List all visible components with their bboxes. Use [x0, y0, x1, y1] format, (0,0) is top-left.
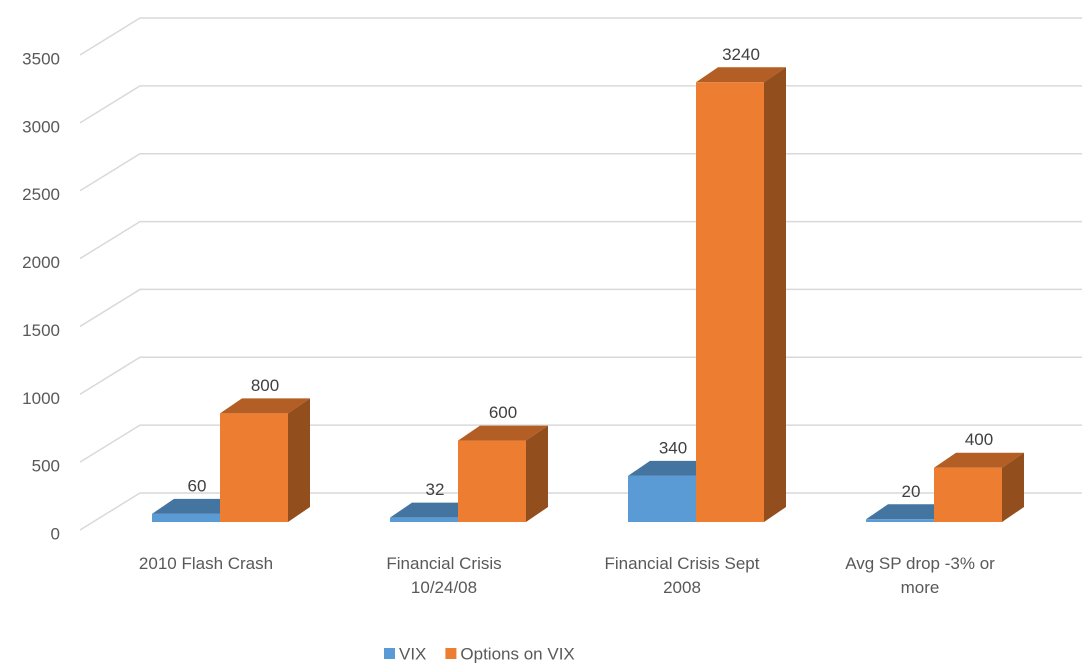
bar-top — [866, 504, 956, 520]
bar — [696, 67, 786, 523]
bar-top — [696, 67, 786, 83]
bar-front — [152, 513, 220, 522]
x-tick-label: Avg SP drop -3% or more — [845, 554, 995, 597]
bar-front — [220, 413, 288, 522]
bar-front — [390, 517, 458, 522]
grid-line — [79, 85, 1082, 124]
data-label: 400 — [965, 430, 993, 449]
data-label: 340 — [659, 438, 687, 457]
legend-label: Options on VIX — [460, 644, 574, 663]
x-tick-label-line: 2010 Flash Crash — [139, 554, 273, 573]
grid-line — [79, 17, 1082, 56]
data-label: 800 — [251, 376, 279, 395]
y-tick-label: 2000 — [22, 253, 60, 272]
x-tick-label-line: Financial Crisis Sept — [605, 554, 760, 573]
legend-swatch — [445, 648, 457, 659]
x-tick-label: Financial Crisis Sept 2008 — [605, 554, 760, 597]
bar-top — [934, 452, 1024, 468]
y-tick-label: 0 — [51, 524, 60, 543]
x-tick-label: 2010 Flash Crash — [139, 554, 273, 573]
y-tick-label: 2500 — [22, 185, 60, 204]
bar-front — [458, 440, 526, 522]
bar-front — [934, 467, 1002, 522]
bar-top — [152, 498, 242, 514]
bar-front — [628, 475, 696, 522]
grid-line — [79, 356, 1082, 395]
grid-line — [79, 288, 1082, 328]
x-tick-label-line: 2008 — [663, 578, 701, 597]
x-tick-label: Financial Crisis 10/24/08 — [386, 554, 501, 597]
data-label: 60 — [188, 476, 207, 495]
x-tick-label-line: more — [901, 578, 940, 597]
bar-top — [458, 425, 548, 441]
bar-side — [526, 425, 548, 522]
grid-line — [79, 152, 1082, 192]
x-tick-label-line: Financial Crisis — [386, 554, 501, 573]
legend-label: VIX — [399, 644, 426, 663]
data-label: 3240 — [722, 45, 760, 64]
bar-top — [390, 502, 480, 518]
bar-side — [764, 67, 786, 523]
data-label: 32 — [426, 480, 445, 499]
legend-swatch — [384, 648, 395, 659]
legend: VIX Options on VIX — [384, 644, 575, 663]
x-tick-label-line: Avg SP drop -3% or — [845, 554, 995, 573]
y-tick-label: 3000 — [22, 117, 60, 136]
bar-front — [696, 82, 764, 523]
bar-side — [288, 398, 310, 522]
bar-top — [628, 460, 718, 476]
data-label: 20 — [902, 482, 921, 501]
bar-top — [220, 398, 310, 414]
bar — [934, 452, 1024, 522]
bar — [220, 398, 310, 522]
y-tick-label: 1500 — [22, 321, 60, 340]
grid-line — [79, 220, 1082, 260]
x-tick-label-line: 10/24/08 — [411, 578, 477, 597]
bar-front — [866, 519, 934, 522]
y-tick-label: 1000 — [22, 389, 60, 408]
bar — [458, 425, 548, 522]
y-tick-label: 500 — [32, 457, 60, 476]
data-label: 600 — [489, 403, 517, 422]
bar-side — [1002, 452, 1024, 522]
y-tick-label: 3500 — [22, 49, 60, 68]
